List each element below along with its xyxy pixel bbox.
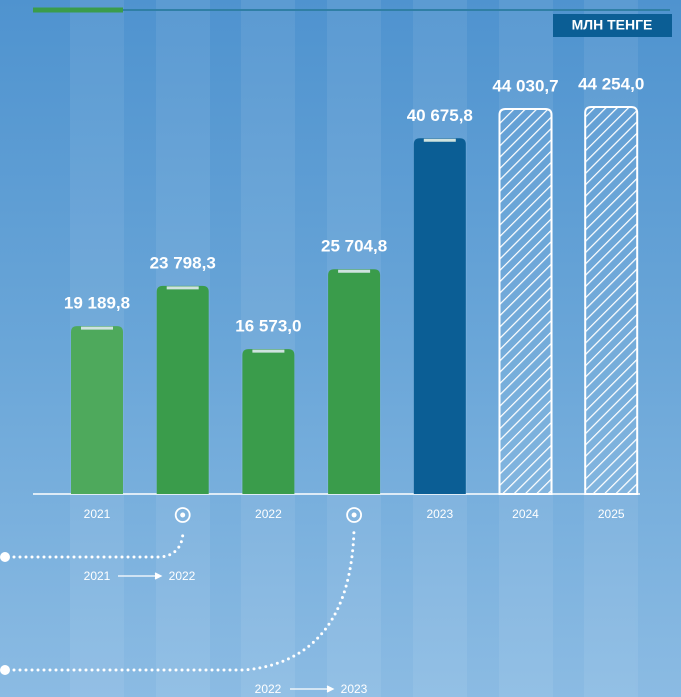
- bar: [242, 349, 295, 494]
- x-tick-label: 2025: [598, 507, 625, 521]
- annotation-from: 2021: [84, 569, 111, 583]
- icon-dot: [180, 512, 186, 518]
- bar: [498, 107, 553, 495]
- bar: [413, 138, 466, 494]
- value-label: 25 704,8: [321, 237, 387, 256]
- unit-box: [553, 14, 672, 37]
- icon: [346, 507, 363, 523]
- value-label: 16 573,0: [235, 317, 301, 336]
- icon: [174, 507, 191, 523]
- annotation-to: 2023: [341, 682, 368, 696]
- connector-dot: [0, 552, 10, 562]
- bar: [71, 326, 123, 494]
- x-tick-label: 2022: [255, 507, 282, 521]
- unit-label: МЛН ТЕНГЕ: [572, 17, 653, 33]
- value-label: 40 675,8: [407, 106, 473, 125]
- icon-dot: [351, 512, 357, 518]
- arrows: [118, 572, 335, 693]
- annotation-to: 2022: [169, 569, 196, 583]
- x-tick-label: 2024: [512, 507, 539, 521]
- value-label: 23 798,3: [150, 253, 216, 272]
- x-tick-label: 2023: [426, 507, 453, 521]
- value-label: 44 030,7: [492, 76, 558, 95]
- x-tick-label: 2021: [84, 507, 111, 521]
- value-label: 44 254,0: [578, 74, 644, 93]
- connectors: [6, 528, 356, 672]
- bar: [328, 269, 381, 494]
- annotation-from: 2022: [255, 682, 282, 696]
- bar: [156, 285, 209, 494]
- connector-dot: [0, 665, 10, 675]
- bar: [584, 106, 639, 495]
- value-label: 19 189,8: [64, 294, 130, 313]
